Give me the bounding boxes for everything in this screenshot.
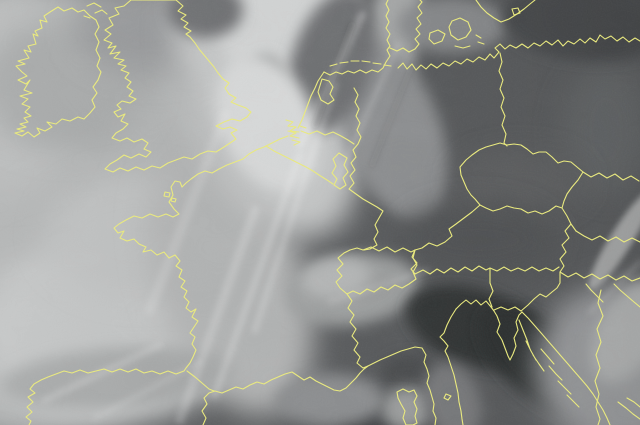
border-at-hu-border — [559, 223, 572, 273]
border-croatia-coast — [521, 311, 611, 425]
border-sk-at-border — [561, 207, 577, 232]
border-pl-sk-border — [582, 171, 640, 182]
border-funen-island — [428, 29, 446, 45]
country-border-overlay — [14, 0, 640, 425]
border-pyrenees-border — [186, 370, 215, 392]
border-bosnia-northeast-border — [585, 283, 640, 308]
border-italy-east-coast — [439, 308, 464, 425]
border-austria-south-border — [410, 249, 560, 275]
border-zeeland-delta-islands — [285, 119, 307, 146]
border-sk-hu-border — [575, 230, 640, 243]
border-slovenia-borders — [488, 268, 561, 312]
border-frisian-islands — [329, 60, 392, 67]
border-switzerland-border-loop — [335, 246, 418, 295]
border-netherlands-coast — [297, 71, 325, 129]
border-adriatic-se-corner-lines — [617, 397, 640, 420]
border-jutland-east-coast — [414, 0, 423, 50]
border-nl-de-fr-border — [348, 87, 384, 251]
border-great-britain-coast — [103, 0, 252, 173]
border-sweden-scania-coast — [475, 0, 536, 23]
border-mediterranean-coast-spain-to-italy — [201, 346, 437, 425]
border-fr-be-border — [265, 145, 334, 185]
border-dalmatian-islands — [540, 348, 580, 408]
border-ireland-coast — [14, 6, 102, 138]
border-german-bight-jutland-west-coast — [323, 0, 391, 76]
border-de-pl-border — [498, 52, 508, 147]
border-kvarner-islands — [518, 319, 545, 372]
border-danish-small-isles — [454, 34, 485, 49]
border-dk-de-border — [389, 47, 416, 53]
border-hebrides-islets — [83, 2, 108, 19]
border-at-de-border — [414, 204, 481, 251]
border-elba-island — [443, 393, 452, 401]
border-be-nl-border — [300, 130, 355, 145]
border-bornholm-island — [511, 7, 521, 16]
border-bosnia-croatia-border — [594, 289, 604, 425]
border-corsica-coast — [396, 388, 418, 425]
border-atlantic-coast-calais-to-galicia — [25, 135, 289, 425]
border-luxembourg-border-loop — [331, 152, 349, 190]
border-venice-gulf-istria-coast — [455, 299, 523, 361]
border-ijsselmeer-lake — [317, 78, 335, 105]
border-czech-border-loop — [459, 142, 584, 215]
border-fr-it-alpine-border — [346, 293, 369, 369]
border-channel-islands — [163, 191, 177, 203]
border-hu-hr-border — [559, 271, 640, 282]
border-baltic-coast — [397, 34, 640, 71]
border-zealand-island — [448, 17, 472, 41]
